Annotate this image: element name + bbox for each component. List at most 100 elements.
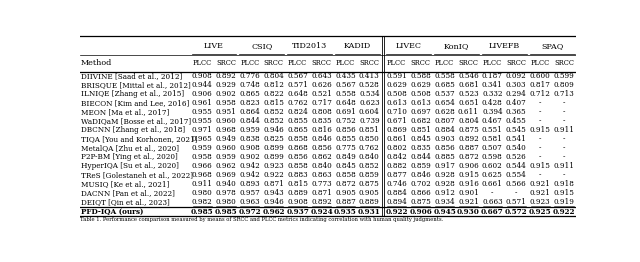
Text: 0.855: 0.855 <box>287 117 308 125</box>
Text: 0.906: 0.906 <box>409 208 432 216</box>
Text: MEON [Ma et al., 2017]: MEON [Ma et al., 2017] <box>81 108 169 116</box>
Text: LIVEC: LIVEC <box>396 42 422 50</box>
Text: 0.928: 0.928 <box>434 181 455 188</box>
Text: 0.915: 0.915 <box>530 162 550 170</box>
Text: 0.916: 0.916 <box>458 181 479 188</box>
Text: 0.865: 0.865 <box>239 90 260 98</box>
Text: 0.523: 0.523 <box>458 90 479 98</box>
Text: 0.588: 0.588 <box>410 72 431 80</box>
Text: 0.822: 0.822 <box>264 90 284 98</box>
Text: 0.697: 0.697 <box>410 108 431 116</box>
Text: 0.871: 0.871 <box>311 189 332 198</box>
Text: 0.869: 0.869 <box>387 126 407 134</box>
Text: 0.648: 0.648 <box>335 99 356 107</box>
Text: 0.600: 0.600 <box>530 72 550 80</box>
Text: 0.534: 0.534 <box>359 90 380 98</box>
Text: 0.591: 0.591 <box>387 72 407 80</box>
Text: 0.663: 0.663 <box>482 199 502 206</box>
Text: PLCC: PLCC <box>336 59 355 67</box>
Text: 0.918: 0.918 <box>554 181 575 188</box>
Text: 0.902: 0.902 <box>216 90 236 98</box>
Text: 0.815: 0.815 <box>287 181 308 188</box>
Text: 0.567: 0.567 <box>287 72 308 80</box>
Text: 0.855: 0.855 <box>335 135 356 143</box>
Text: BIECON [Kim and Lee, 2016]: BIECON [Kim and Lee, 2016] <box>81 99 189 107</box>
Text: 0.435: 0.435 <box>335 72 356 80</box>
Text: 0.875: 0.875 <box>458 126 479 134</box>
Text: 0.957: 0.957 <box>239 189 260 198</box>
Text: 0.613: 0.613 <box>387 99 407 107</box>
Text: 0.930: 0.930 <box>457 208 480 216</box>
Text: 0.877: 0.877 <box>387 171 407 179</box>
Text: MUSIQ [Ke et al., 2021]: MUSIQ [Ke et al., 2021] <box>81 181 170 188</box>
Text: 0.824: 0.824 <box>287 108 308 116</box>
Text: PLCC: PLCC <box>288 59 307 67</box>
Text: 0.922: 0.922 <box>553 208 575 216</box>
Text: 0.958: 0.958 <box>192 153 212 161</box>
Text: 0.875: 0.875 <box>359 181 380 188</box>
Text: 0.921: 0.921 <box>530 189 550 198</box>
Text: 0.365: 0.365 <box>506 108 527 116</box>
Text: 0.868: 0.868 <box>287 144 308 152</box>
Text: 0.571: 0.571 <box>287 81 308 89</box>
Text: 0.604: 0.604 <box>359 108 380 116</box>
Text: 0.643: 0.643 <box>311 72 332 80</box>
Text: 0.885: 0.885 <box>434 153 455 161</box>
Text: P2P-BM [Ying et al., 2020]: P2P-BM [Ying et al., 2020] <box>81 153 178 161</box>
Text: -: - <box>539 99 541 107</box>
Text: 0.905: 0.905 <box>335 189 356 198</box>
Text: 0.846: 0.846 <box>311 135 332 143</box>
Text: 0.850: 0.850 <box>359 135 380 143</box>
Text: 0.901: 0.901 <box>458 189 479 198</box>
Text: 0.849: 0.849 <box>335 153 356 161</box>
Text: DIIVINE [Saad et al., 2012]: DIIVINE [Saad et al., 2012] <box>81 72 182 80</box>
Text: 0.968: 0.968 <box>192 171 212 179</box>
Text: 0.945: 0.945 <box>433 208 456 216</box>
Text: 0.541: 0.541 <box>506 135 527 143</box>
Text: 0.961: 0.961 <box>191 99 212 107</box>
Text: 0.963: 0.963 <box>239 199 260 206</box>
Text: 0.942: 0.942 <box>239 162 260 170</box>
Text: 0.883: 0.883 <box>287 171 308 179</box>
Text: 0.959: 0.959 <box>192 144 212 152</box>
Text: 0.889: 0.889 <box>287 189 308 198</box>
Text: 0.951: 0.951 <box>216 108 236 116</box>
Text: PLCC: PLCC <box>531 59 550 67</box>
Text: 0.713: 0.713 <box>554 90 575 98</box>
Text: LIVE: LIVE <box>204 42 224 50</box>
Text: -: - <box>491 189 493 198</box>
Text: 0.775: 0.775 <box>335 144 356 152</box>
Text: 0.717: 0.717 <box>311 99 332 107</box>
Text: 0.971: 0.971 <box>191 126 212 134</box>
Text: 0.980: 0.980 <box>192 189 212 198</box>
Text: 0.892: 0.892 <box>458 135 479 143</box>
Text: 0.508: 0.508 <box>410 90 431 98</box>
Text: -: - <box>563 99 565 107</box>
Text: 0.887: 0.887 <box>458 144 479 152</box>
Text: 0.611: 0.611 <box>458 108 479 116</box>
Text: -: - <box>539 135 541 143</box>
Text: 0.762: 0.762 <box>287 99 308 107</box>
Text: 0.959: 0.959 <box>216 153 236 161</box>
Text: 0.908: 0.908 <box>192 72 212 80</box>
Text: -: - <box>563 108 565 116</box>
Text: 0.923: 0.923 <box>530 199 550 206</box>
Text: 0.942: 0.942 <box>239 171 260 179</box>
Text: 0.884: 0.884 <box>434 126 455 134</box>
Text: 0.825: 0.825 <box>264 135 284 143</box>
Text: 0.902: 0.902 <box>239 153 260 161</box>
Text: 0.960: 0.960 <box>216 117 236 125</box>
Text: 0.858: 0.858 <box>287 162 308 170</box>
Text: 0.844: 0.844 <box>410 153 431 161</box>
Text: 0.702: 0.702 <box>410 181 431 188</box>
Text: 0.925: 0.925 <box>529 208 552 216</box>
Text: 0.915: 0.915 <box>530 126 550 134</box>
Text: KADID: KADID <box>344 42 371 50</box>
Text: 0.629: 0.629 <box>410 81 431 89</box>
Text: 0.544: 0.544 <box>506 162 527 170</box>
Text: 0.903: 0.903 <box>434 135 455 143</box>
Text: 0.875: 0.875 <box>410 199 431 206</box>
Text: 0.949: 0.949 <box>216 135 236 143</box>
Text: 0.521: 0.521 <box>311 90 332 98</box>
Text: 0.862: 0.862 <box>311 153 332 161</box>
